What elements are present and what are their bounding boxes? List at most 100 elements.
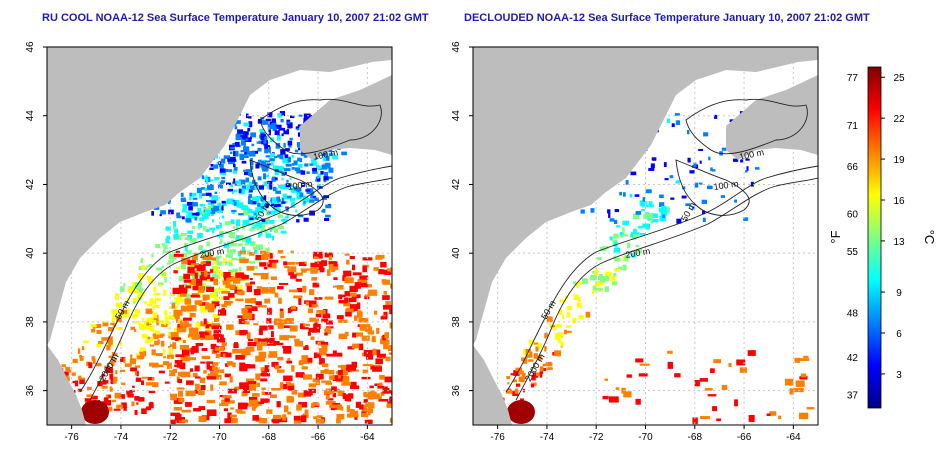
sst-pixel bbox=[248, 194, 253, 199]
sst-pixel bbox=[186, 250, 192, 255]
sst-pixel bbox=[507, 400, 535, 424]
sst-pixel bbox=[214, 346, 225, 352]
sst-pixel bbox=[346, 405, 351, 413]
sst-pixel bbox=[332, 154, 338, 160]
sst-pixel bbox=[229, 376, 233, 383]
sst-pixel bbox=[186, 357, 196, 361]
sst-pixel bbox=[234, 126, 238, 130]
sst-pixel bbox=[614, 208, 620, 213]
sst-pixel bbox=[355, 332, 364, 337]
sst-pixel bbox=[178, 284, 185, 289]
sst-pixel bbox=[274, 228, 279, 233]
sst-pixel bbox=[259, 262, 267, 267]
sst-pixel bbox=[255, 222, 261, 226]
sst-pixel bbox=[212, 313, 220, 318]
sst-pixel bbox=[141, 333, 148, 339]
sst-pixel bbox=[249, 151, 255, 156]
sst-pixel bbox=[86, 361, 90, 367]
sst-pixel bbox=[265, 247, 270, 253]
sst-pixel bbox=[221, 200, 226, 204]
sst-pixel bbox=[295, 209, 298, 213]
sst-pixel bbox=[567, 306, 572, 311]
sst-pixel bbox=[383, 304, 392, 310]
sst-pixel bbox=[325, 388, 334, 395]
sst-pixel bbox=[235, 354, 245, 360]
sst-pixel bbox=[291, 163, 295, 166]
y-tick-label: 36 bbox=[451, 385, 462, 397]
sst-pixel bbox=[201, 214, 209, 219]
sst-pixel bbox=[290, 250, 294, 254]
sst-pixel bbox=[248, 181, 254, 185]
sst-pixel bbox=[303, 217, 309, 222]
sst-pixel bbox=[266, 317, 272, 324]
sst-pixel bbox=[285, 183, 291, 188]
sst-pixel bbox=[298, 147, 301, 151]
sst-pixel bbox=[344, 291, 350, 297]
sst-pixel bbox=[119, 313, 124, 319]
sst-pixel bbox=[214, 271, 217, 275]
sst-pixel bbox=[293, 295, 303, 299]
sst-pixel bbox=[362, 369, 369, 374]
sst-pixel bbox=[157, 339, 160, 345]
sst-pixel bbox=[38, 402, 43, 407]
sst-pixel bbox=[181, 349, 190, 356]
sst-pixel bbox=[613, 233, 619, 239]
sst-pixel bbox=[745, 158, 750, 161]
sst-pixel bbox=[234, 150, 239, 157]
sst-pixel bbox=[247, 188, 251, 194]
sst-pixel bbox=[310, 262, 318, 268]
sst-pixel bbox=[95, 362, 102, 367]
sst-pixel bbox=[155, 243, 161, 249]
sst-pixel bbox=[303, 152, 308, 158]
sst-pixel bbox=[275, 187, 278, 192]
sst-pixel bbox=[382, 334, 386, 341]
sst-pixel bbox=[266, 217, 270, 222]
sst-pixel bbox=[647, 217, 651, 221]
sst-pixel bbox=[108, 406, 113, 412]
sst-pixel bbox=[319, 267, 325, 273]
sst-pixel bbox=[247, 381, 257, 387]
sst-pixel bbox=[189, 312, 196, 318]
sst-pixel bbox=[331, 386, 337, 392]
sst-pixel bbox=[241, 308, 248, 314]
sst-pixel bbox=[246, 285, 252, 293]
sst-pixel bbox=[239, 366, 248, 372]
sst-pixel bbox=[539, 366, 544, 372]
sst-pixel bbox=[645, 204, 651, 207]
sst-pixel bbox=[382, 314, 386, 318]
sst-pixel bbox=[325, 392, 330, 400]
sst-pixel bbox=[237, 250, 242, 257]
sst-pixel bbox=[539, 374, 543, 378]
sst-pixel bbox=[324, 252, 334, 258]
contour-label: 200 m bbox=[625, 246, 651, 260]
sst-pixel bbox=[245, 298, 252, 304]
sst-pixel bbox=[642, 197, 645, 202]
sst-pixel bbox=[634, 194, 640, 197]
sst-pixel bbox=[258, 185, 265, 190]
sst-pixel bbox=[239, 250, 246, 255]
sst-pixel bbox=[180, 192, 184, 197]
sst-pixel bbox=[155, 353, 163, 357]
sst-pixel bbox=[270, 210, 276, 215]
sst-pixel bbox=[385, 301, 391, 307]
sst-pixel bbox=[349, 304, 358, 312]
sst-pixel bbox=[137, 295, 142, 301]
sst-pixel bbox=[252, 224, 260, 228]
sst-pixel bbox=[328, 264, 339, 270]
sst-pixel bbox=[734, 399, 738, 407]
sst-pixel bbox=[171, 301, 177, 304]
sst-pixel bbox=[154, 340, 158, 346]
sst-pixel bbox=[185, 402, 192, 407]
sst-pixel bbox=[720, 195, 726, 198]
sst-pixel bbox=[669, 175, 674, 179]
sst-pixel bbox=[578, 315, 584, 319]
sst-pixel bbox=[245, 177, 250, 183]
sst-pixel bbox=[267, 180, 273, 185]
sst-pixel bbox=[179, 290, 187, 297]
sst-pixel bbox=[546, 316, 553, 323]
sst-pixel bbox=[102, 322, 109, 327]
sst-pixel bbox=[206, 185, 211, 191]
sst-pixel bbox=[210, 211, 213, 214]
sst-pixel bbox=[221, 200, 227, 207]
sst-pixel bbox=[622, 264, 627, 271]
